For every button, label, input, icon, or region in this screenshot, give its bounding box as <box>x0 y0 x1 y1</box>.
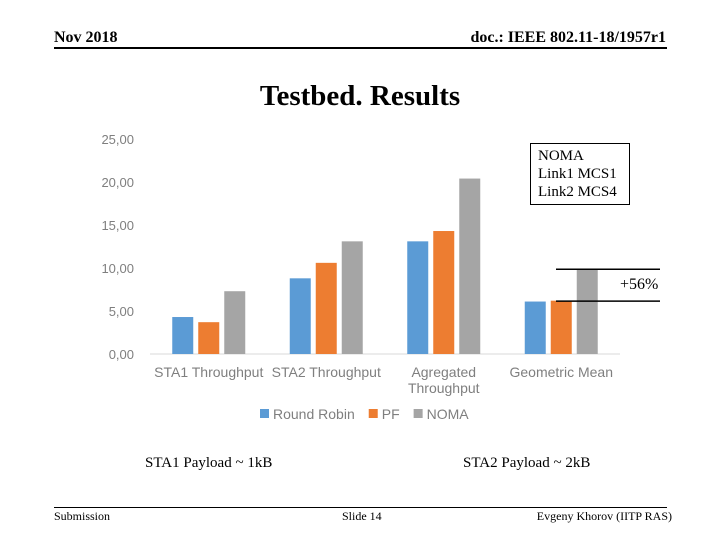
footer-slide-number: Slide 14 <box>342 509 382 523</box>
annotation-line: NOMA <box>538 148 584 164</box>
x-category-label: Geometric Mean <box>510 364 613 380</box>
footer-submission: Submission <box>54 509 111 523</box>
header-date: Nov 2018 <box>54 29 118 46</box>
legend-swatch <box>260 409 269 418</box>
y-tick-label: 10,00 <box>101 261 134 276</box>
bar-round-robin <box>172 317 194 354</box>
bar-round-robin <box>407 241 429 354</box>
legend-label: NOMA <box>427 406 470 422</box>
sta2-payload-label: STA2 Payload ~ 2kB <box>463 455 591 471</box>
bar-pf <box>550 300 572 354</box>
header-rule <box>54 47 667 49</box>
bar-noma <box>341 241 363 354</box>
header-doc-id: doc.: IEEE 802.11-18/1957r1 <box>470 29 666 46</box>
bar-pf <box>433 231 455 354</box>
y-tick-label: 20,00 <box>101 175 134 190</box>
y-tick-label: 15,00 <box>101 218 134 233</box>
bar-round-robin <box>289 278 311 354</box>
y-tick-label: 0,00 <box>109 347 134 362</box>
bar-noma <box>224 291 246 354</box>
bar-pf <box>315 262 337 354</box>
noma-annotation-box: NOMA Link1 MCS1 Link2 MCS4 <box>530 143 630 205</box>
x-category-label: STA2 Throughput <box>272 364 381 380</box>
bar-round-robin <box>524 301 546 354</box>
x-category-label: Agregated <box>411 364 476 380</box>
bar-noma <box>576 269 598 354</box>
legend-label: PF <box>382 406 400 422</box>
legend-swatch <box>413 409 423 418</box>
annotation-line: Link1 MCS1 <box>538 166 617 182</box>
bar-chart: 0,00 5,00 10,00 15,00 20,00 25,00 STA1 Through… <box>101 132 660 422</box>
legend-swatch <box>368 409 378 418</box>
bar-noma <box>459 178 481 354</box>
gain-annotation: +56% <box>620 276 659 293</box>
slide-title: Testbed. Results <box>259 80 461 112</box>
bar-pf <box>198 322 220 354</box>
footer-author: Evgeny Khorov (IITP RAS) <box>536 509 672 523</box>
legend-label: Round Robin <box>273 406 355 422</box>
footer-rule <box>54 507 667 508</box>
x-category-label: Throughput <box>408 380 480 396</box>
y-tick-label: 25,00 <box>101 132 134 147</box>
annotation-line: Link2 MCS4 <box>538 184 617 200</box>
x-category-label: STA1 Throughput <box>154 364 263 380</box>
sta1-payload-label: STA1 Payload ~ 1kB <box>145 455 273 471</box>
y-tick-label: 5,00 <box>109 304 134 319</box>
